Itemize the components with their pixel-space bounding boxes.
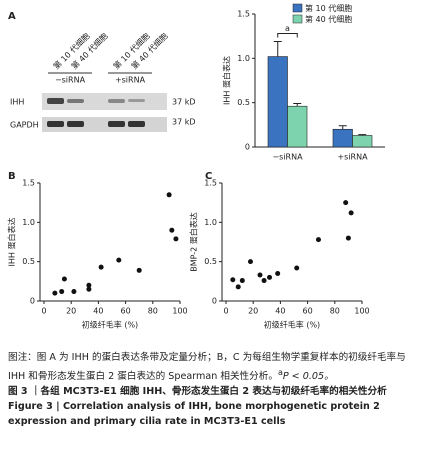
caption-note: 图注：图 A 为 IHH 的蛋白表达条带及定量分析；B，C 为每组生物学重复样本… (8, 350, 420, 384)
figure: A B C 第 10 代细胞 第 40 代细胞 第 10 代细胞 第 40 代细… (7, 3, 385, 330)
point (166, 192, 172, 198)
sig-mark: a (277, 368, 283, 377)
point (343, 200, 349, 206)
y-axis-label: BMP-2 蛋白表达 (189, 212, 199, 272)
point (86, 286, 92, 292)
caption-title-en: Figure 3 | Correlation analysis of IHH, … (8, 401, 380, 428)
y-tick-label: 1.5 (22, 179, 35, 188)
band (47, 121, 64, 127)
point (315, 237, 321, 243)
x-tick-label: 60 (121, 307, 131, 316)
sig-text: P < 0.05。 (282, 371, 334, 383)
point (267, 274, 273, 280)
row-label: IHH (10, 98, 24, 107)
point (275, 270, 281, 276)
y-tick-label: 1.5 (204, 179, 217, 188)
caption: 图注：图 A 为 IHH 的蛋白表达条带及定量分析；B，C 为每组生物学重复样本… (8, 350, 420, 429)
panel-label: C (205, 171, 212, 182)
error-bar (293, 103, 302, 107)
point (52, 290, 58, 296)
x-axis-label: 初级纤毛率 (%) (82, 320, 138, 330)
point (261, 278, 267, 284)
point (257, 272, 263, 278)
x-tick-label: 80 (330, 307, 340, 316)
blot-strip (42, 117, 167, 132)
y-axis-label: IHH 蛋白表达 (222, 56, 232, 105)
point (294, 265, 300, 271)
bar (352, 135, 373, 148)
blot: 第 10 代细胞 第 40 代细胞 第 10 代细胞 第 40 代细胞 −siR… (10, 31, 196, 132)
row-label: GAPDH (10, 121, 39, 130)
panel-label: B (8, 171, 16, 182)
band (108, 121, 125, 127)
x-tick-label: 40 (93, 307, 103, 316)
band (128, 121, 145, 127)
blot-strip (42, 93, 167, 110)
point (86, 282, 92, 288)
point (169, 227, 175, 233)
panel-label: A (8, 11, 16, 22)
x-tick-label: 100 (172, 307, 187, 316)
band (47, 98, 64, 104)
band (128, 99, 145, 102)
bar (267, 56, 288, 148)
point (98, 264, 104, 270)
error-bar (338, 125, 347, 130)
y-axis-label: IHH 蛋白表达 (7, 218, 17, 267)
caption-title-cn: 图 3 ｜各组 MC3T3-E1 细胞 IHH、骨形态发生蛋白 2 表达与初级纤… (8, 386, 387, 398)
size-label: 37 kD (172, 98, 196, 107)
y-tick-label: 1.0 (237, 54, 250, 63)
legend-label: 第 10 代细胞 (305, 3, 352, 13)
point (235, 284, 241, 290)
x-axis-label: 初级纤毛率 (%) (264, 320, 320, 330)
point (345, 235, 351, 241)
x-tick-label: 20 (248, 307, 258, 316)
band (108, 99, 125, 103)
x-tick-label: +siRNA (337, 153, 368, 162)
size-label: 37 kD (172, 118, 196, 127)
x-tick-label: 0 (223, 307, 228, 316)
point (59, 289, 65, 295)
band (67, 99, 84, 103)
note: 图注：图 A 为 IHH 的蛋白表达条带及定量分析；B，C 为每组生物学重复样本… (8, 352, 406, 383)
point (71, 289, 77, 295)
significance-bracket (277, 32, 298, 38)
x-tick-label: 60 (303, 307, 313, 316)
x-tick-label: 40 (275, 307, 285, 316)
point (247, 259, 253, 265)
point (173, 236, 179, 242)
x-tick-label: −siRNA (272, 153, 303, 162)
y-tick-label: 0 (30, 297, 35, 306)
legend-swatch (292, 14, 303, 24)
group-label: +siRNA (115, 76, 146, 85)
error-bar (273, 40, 282, 57)
legend-swatch (292, 3, 303, 13)
y-tick-label: 0 (212, 297, 217, 306)
point (348, 210, 354, 216)
point (61, 276, 67, 282)
y-tick-label: 1.5 (237, 10, 250, 19)
bar (287, 105, 308, 148)
y-tick-label: 0.5 (237, 98, 250, 107)
annotation: a (285, 24, 290, 33)
point (116, 257, 122, 263)
x-tick-label: 0 (41, 307, 46, 316)
y-tick-label: 1.0 (204, 218, 217, 227)
y-tick-label: 0 (245, 143, 250, 152)
x-tick-label: 100 (354, 307, 369, 316)
x-tick-label: 80 (148, 307, 158, 316)
point (230, 277, 236, 283)
error-bar (358, 134, 367, 136)
legend-label: 第 40 代细胞 (305, 14, 352, 24)
point (136, 267, 142, 273)
bar (332, 128, 353, 148)
y-tick-label: 0.5 (204, 257, 217, 266)
group-label: −siRNA (55, 76, 86, 85)
x-tick-label: 20 (66, 307, 76, 316)
y-tick-label: 1.0 (22, 218, 35, 227)
point (239, 278, 245, 284)
band (67, 121, 84, 127)
y-tick-label: 0.5 (22, 257, 35, 266)
